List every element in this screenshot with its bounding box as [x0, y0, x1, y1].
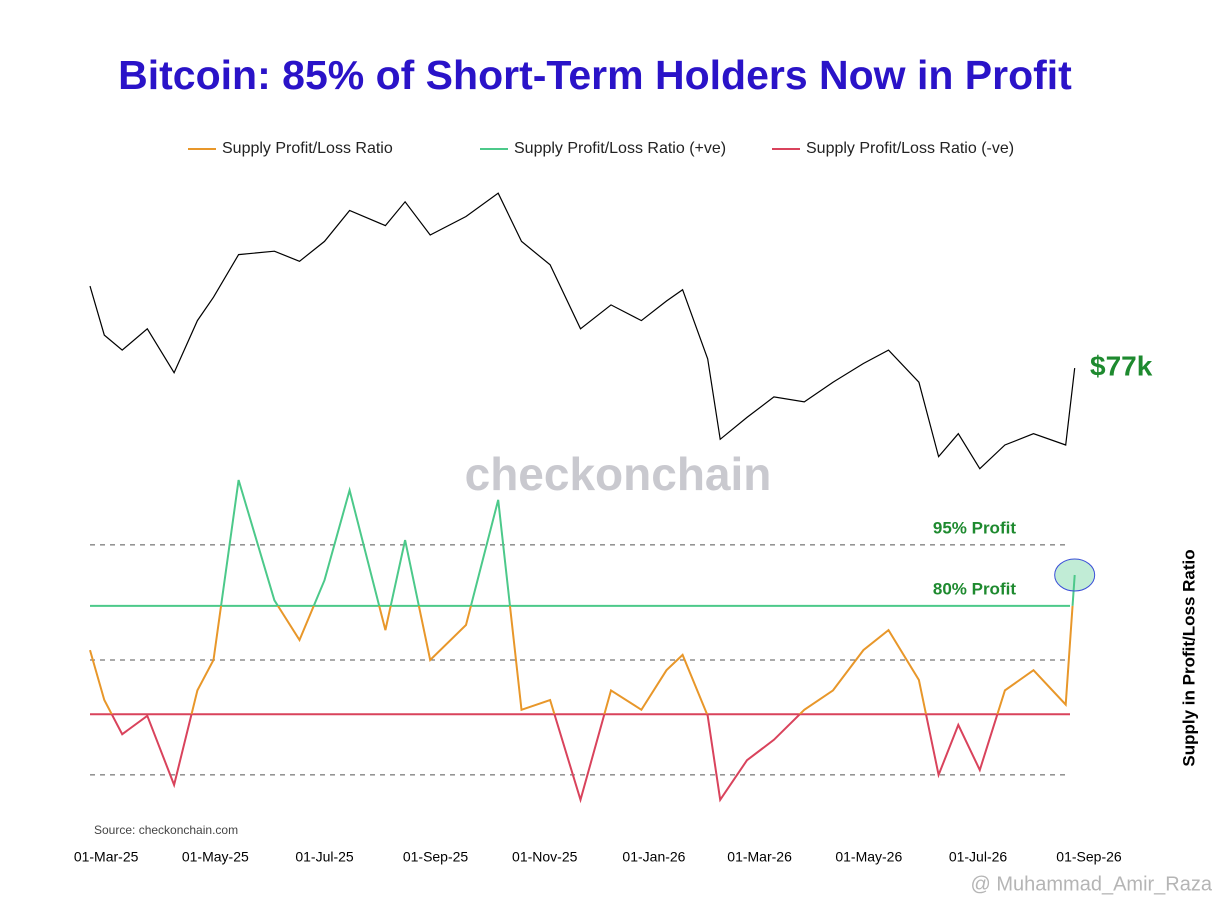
- x-tick-label: 01-Jan-26: [622, 849, 685, 865]
- x-tick-label: 01-Mar-26: [727, 849, 792, 865]
- watermark: checkonchain: [465, 448, 772, 500]
- x-tick-label: 01-May-26: [835, 849, 902, 865]
- price-line: [89, 192, 1076, 470]
- x-tick-label: 01-Jul-25: [295, 849, 354, 865]
- x-tick-label: 01-Nov-25: [512, 849, 578, 865]
- x-tick-label: 01-Mar-25: [74, 849, 139, 865]
- source: Source: checkonchain.com: [94, 823, 238, 837]
- x-tick-label: 01-Jul-26: [949, 849, 1008, 865]
- annotation: 80% Profit: [933, 579, 1016, 598]
- highlight-circle: [1054, 558, 1096, 592]
- annotation: 95% Profit: [933, 518, 1016, 537]
- legend-label: Supply Profit/Loss Ratio (+ve): [514, 140, 726, 157]
- x-tick-label: 01-May-25: [182, 849, 249, 865]
- ratio-line: [110, 714, 999, 804]
- ratio-line: [220, 479, 1076, 606]
- legend-label: Supply Profit/Loss Ratio (-ve): [806, 140, 1014, 157]
- x-tick-label: 01-Sep-26: [1056, 849, 1122, 865]
- legend-label: Supply Profit/Loss Ratio: [222, 140, 393, 157]
- credit: @ Muhammad_Amir_Raza: [971, 873, 1213, 895]
- x-tick-label: 01-Sep-25: [403, 849, 469, 865]
- price-label: $77k: [1090, 350, 1153, 381]
- ratio-line: [89, 605, 1074, 715]
- y-axis-label: Supply in Profit/Loss Ratio: [1179, 549, 1198, 766]
- chart-title: Bitcoin: 85% of Short-Term Holders Now i…: [118, 52, 1072, 98]
